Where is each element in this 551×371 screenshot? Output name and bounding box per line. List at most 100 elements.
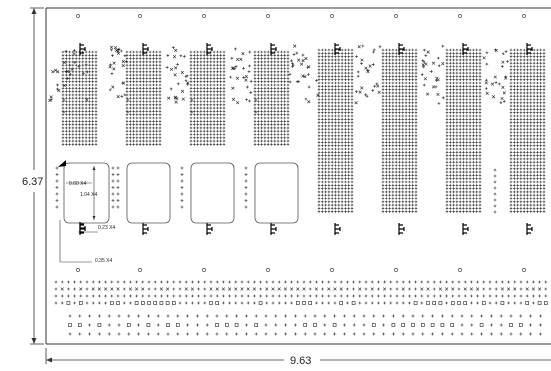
pin-plus-marker: [468, 193, 472, 197]
pin-plus-marker: [119, 49, 123, 53]
pin-plus-marker: [404, 75, 408, 78]
pin-plus-marker: [334, 91, 337, 95]
pin-plus-marker: [449, 65, 452, 68]
pin-plus-marker: [385, 98, 388, 101]
pin-plus-marker: [152, 67, 155, 70]
pin-plus-marker: [193, 67, 196, 70]
pin-plus-marker: [327, 141, 331, 144]
pin-plus-marker: [334, 101, 337, 105]
pin-plus-marker: [324, 200, 327, 204]
pin-plus-marker: [74, 50, 78, 54]
pin-plus-marker: [516, 48, 519, 52]
pin-plus-marker: [411, 332, 415, 336]
pin-plus-marker: [516, 118, 519, 121]
pin-plus-marker: [516, 160, 519, 164]
pin-plus-marker: [411, 78, 414, 81]
width-dimension: 9.63: [45, 348, 551, 367]
pin-plus-marker: [270, 129, 273, 133]
pin-plus-marker: [404, 131, 408, 134]
pin-plus-marker: [391, 104, 395, 108]
pin-plus-marker: [462, 75, 465, 78]
pin-x-marker: [435, 76, 439, 81]
pin-plus-marker: [330, 68, 334, 72]
pin-plus-marker: [532, 71, 536, 75]
tab-connector-icon: [79, 43, 86, 55]
pin-plus-marker: [381, 210, 385, 213]
pin-plus-marker: [55, 186, 59, 189]
mount-hole-icon: [522, 268, 526, 272]
pin-plus-marker: [189, 83, 193, 87]
pin-plus-marker: [129, 54, 132, 57]
pin-plus-marker: [321, 301, 324, 305]
pin-plus-marker: [270, 100, 273, 103]
pin-plus-marker: [347, 141, 350, 144]
pin-plus-marker: [324, 184, 327, 187]
pin-plus-marker: [260, 60, 263, 64]
pin-plus-marker: [196, 100, 199, 103]
pin-plus-marker: [334, 58, 337, 62]
pin-plus-marker: [94, 80, 98, 83]
pin-plus-marker: [257, 133, 260, 136]
pin-plus-marker: [478, 81, 482, 85]
pin-plus-marker: [472, 114, 475, 118]
pin-plus-marker: [193, 116, 196, 120]
pin-plus-marker: [519, 108, 523, 111]
pin-plus-marker: [414, 157, 418, 161]
pin-plus-marker: [494, 294, 498, 298]
pin-plus-marker: [452, 118, 455, 121]
mount-hole-icon: [202, 268, 206, 272]
square-pad-icon: [147, 301, 151, 305]
pin-plus-marker: [94, 57, 98, 60]
pin-plus-marker: [385, 52, 388, 55]
pin-plus-marker: [327, 193, 331, 197]
pin-plus-marker: [155, 123, 158, 126]
pin-plus-marker: [68, 100, 71, 103]
pin-plus-marker: [158, 96, 162, 100]
pin-plus-marker: [324, 154, 327, 157]
pin-plus-marker: [513, 207, 516, 210]
pin-plus-marker: [462, 88, 465, 91]
pin-plus-marker: [209, 90, 213, 93]
pin-plus-marker: [340, 164, 344, 167]
pin-plus-marker: [330, 48, 334, 52]
pin-plus-marker: [414, 184, 418, 187]
pin-plus-marker: [529, 200, 533, 204]
pin-plus-marker: [276, 87, 280, 90]
pin-x-marker: [382, 287, 387, 291]
callout-cutout-width: 0.60 X4: [69, 181, 86, 187]
pin-plus-marker: [449, 88, 452, 91]
pin-plus-marker: [513, 190, 516, 194]
pin-plus-marker: [270, 123, 273, 126]
pin-plus-marker: [381, 141, 385, 144]
pin-plus-marker: [334, 71, 337, 75]
pin-plus-marker: [276, 77, 280, 80]
pin-plus-marker: [350, 127, 354, 131]
pin-plus-marker: [71, 90, 75, 93]
pin-plus-marker: [219, 77, 222, 80]
pin-plus-marker: [519, 197, 523, 200]
square-pad-icon: [450, 301, 455, 305]
pin-plus-marker: [199, 120, 203, 123]
pin-plus-marker: [321, 124, 324, 128]
pin-plus-marker: [360, 62, 363, 65]
pin-plus-marker: [340, 170, 344, 174]
pin-plus-marker: [381, 61, 385, 65]
pin-plus-marker: [206, 139, 209, 143]
pin-plus-marker: [445, 200, 449, 204]
pin-plus-marker: [327, 131, 331, 134]
pin-plus-marker: [263, 77, 267, 80]
pin-plus-marker: [270, 67, 273, 70]
pin-plus-marker: [189, 77, 193, 80]
pin-plus-marker: [260, 123, 263, 126]
pin-plus-marker: [244, 323, 248, 327]
pin-plus-marker: [478, 55, 482, 58]
pin-plus-marker: [317, 61, 321, 65]
pin-plus-marker: [68, 113, 71, 116]
pin-plus-marker: [148, 87, 152, 90]
pin-plus-marker: [303, 332, 307, 336]
pin-plus-marker: [202, 143, 206, 146]
pin-plus-marker: [452, 141, 455, 144]
pin-plus-marker: [381, 144, 385, 147]
pin-plus-marker: [408, 114, 411, 118]
pin-plus-marker: [209, 143, 213, 146]
